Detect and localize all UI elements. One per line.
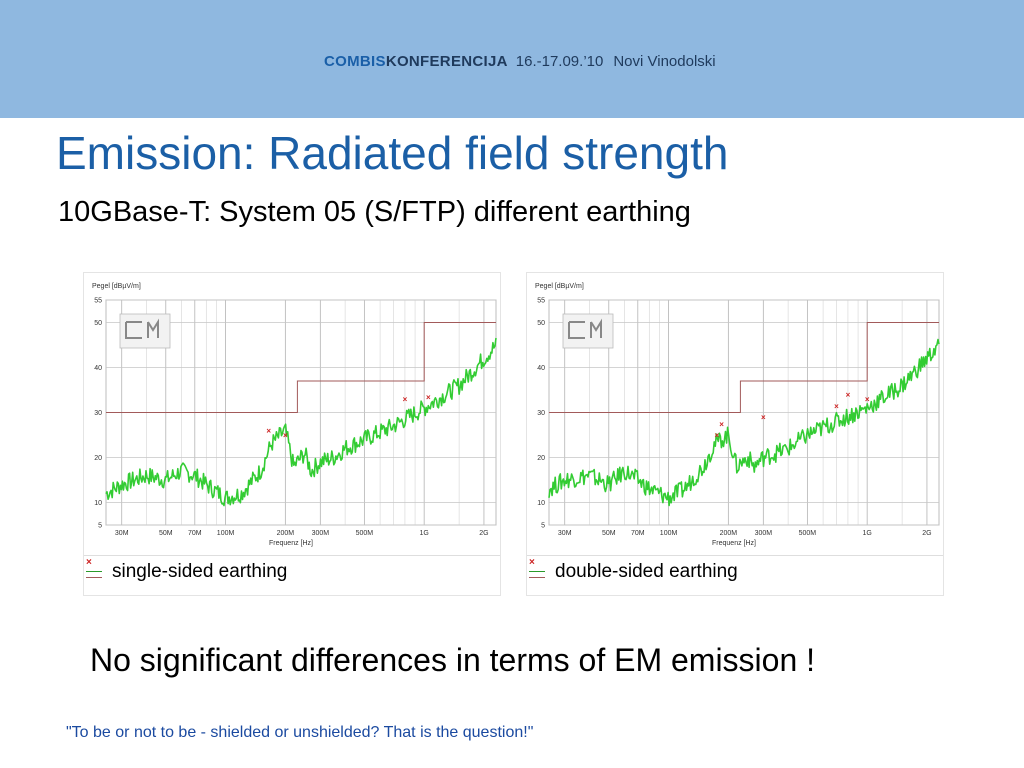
- quote-text: "To be or not to be - shielded or unshie…: [66, 724, 534, 741]
- y-tick-label: 30: [94, 410, 102, 417]
- peak-marker: ×: [266, 427, 271, 436]
- legend-swatch-icon: ×: [84, 557, 104, 585]
- x-tick-label: 200M: [720, 530, 738, 537]
- x-tick-label: 50M: [159, 530, 173, 537]
- limit-line: [106, 322, 496, 413]
- y-tick-label: 20: [537, 455, 545, 462]
- peak-marker: ×: [834, 402, 839, 411]
- conference-location: Novi Vinodolski: [613, 53, 716, 70]
- peak-marker: ×: [719, 420, 724, 429]
- legend-label-single-sided: single-sided earthing: [112, 561, 288, 582]
- y-tick-label: 55: [94, 298, 102, 305]
- emission-chart-double-sided: 30M 50M 70M 100M 200M 300M 500M 1G 2G 5 10 20 30 40 50…: [535, 283, 940, 547]
- header-banner: COMBISKONFERENCIJA 16.-17.09.’10 Novi Vino…: [0, 0, 1024, 118]
- emission-chart-single-sided: 30M 50M 70M 100M 200M 300M 500M 1G 2G 5 10 20 30 40 50…: [92, 283, 497, 547]
- peak-marker: ×: [865, 395, 870, 404]
- lab-logo-mark-icon: [568, 318, 602, 339]
- y-tick-label: 5: [98, 523, 102, 530]
- measurement-trace: [548, 338, 940, 507]
- y-tick-label: 40: [537, 365, 545, 372]
- lab-logo-mark-icon: [125, 318, 159, 339]
- x-tick-label: 70M: [188, 530, 202, 537]
- slide-title: Emission: Radiated field strength: [56, 127, 729, 179]
- y-tick-label: 20: [94, 455, 102, 462]
- legend-divider: [527, 555, 943, 556]
- x-tick-label: 500M: [356, 530, 374, 537]
- limit-line: [549, 322, 939, 413]
- legend-label-double-sided: double-sided earthing: [555, 561, 738, 582]
- peak-marker: ×: [846, 391, 851, 400]
- x-axis-label: Frequenz [Hz]: [269, 540, 313, 547]
- legend-swatch-icon: ×: [527, 557, 547, 585]
- y-tick-label: 30: [537, 410, 545, 417]
- conference-dates: 16.-17.09.’10: [515, 53, 604, 70]
- x-axis-label: Frequenz [Hz]: [712, 540, 756, 547]
- legend-limit-line: [86, 577, 102, 578]
- y-tick-label: 50: [94, 320, 102, 327]
- y-tick-label: 55: [537, 298, 545, 305]
- y-tick-label: 50: [537, 320, 545, 327]
- x-tick-label: 2G: [922, 530, 931, 537]
- measurement-trace: [105, 337, 497, 507]
- x-tick-label: 30M: [115, 530, 129, 537]
- lab-logo-icon: [562, 313, 614, 349]
- x-tick-label: 500M: [799, 530, 817, 537]
- brand-konferencija: KONFERENCIJA: [385, 53, 508, 70]
- legend-trace-line: [529, 571, 545, 572]
- conclusion-text: No significant differences in terms of E…: [90, 642, 816, 678]
- x-tick-label: 1G: [419, 530, 428, 537]
- peak-marker: ×: [761, 413, 766, 422]
- x-tick-label: 100M: [660, 530, 678, 537]
- peak-marker: ×: [283, 431, 288, 440]
- x-tick-label: 300M: [755, 530, 773, 537]
- peak-marker: ×: [403, 395, 408, 404]
- legend-marker-icon: ×: [86, 557, 92, 568]
- peak-marker: ×: [714, 431, 719, 440]
- slide-subtitle: 10GBase-T: System 05 (S/FTP) different e…: [58, 196, 691, 228]
- peak-marker: ×: [426, 393, 431, 402]
- legend-limit-line: [529, 577, 545, 578]
- chart-panel-double-sided: 30M 50M 70M 100M 200M 300M 500M 1G 2G 5 10 20 30 40 50…: [526, 272, 944, 596]
- x-tick-label: 300M: [312, 530, 330, 537]
- y-axis-label: Pegel [dBµV/m]: [535, 283, 584, 290]
- lab-logo-icon: [119, 313, 171, 349]
- x-tick-label: 200M: [277, 530, 295, 537]
- brand-combis: COMBIS: [324, 53, 386, 70]
- legend-trace-line: [86, 571, 102, 572]
- y-tick-label: 40: [94, 365, 102, 372]
- y-axis-label: Pegel [dBµV/m]: [92, 283, 141, 290]
- y-tick-label: 5: [541, 523, 545, 530]
- x-tick-label: 100M: [217, 530, 235, 537]
- legend-marker-icon: ×: [529, 557, 535, 568]
- x-tick-label: 70M: [631, 530, 645, 537]
- x-tick-label: 2G: [479, 530, 488, 537]
- conference-banner-text: COMBISKONFERENCIJA 16.-17.09.’10 Novi Vino…: [324, 53, 716, 77]
- y-tick-label: 10: [537, 500, 545, 507]
- x-tick-label: 30M: [558, 530, 572, 537]
- x-tick-label: 1G: [862, 530, 871, 537]
- legend-divider: [84, 555, 500, 556]
- chart-panel-single-sided: 30M 50M 70M 100M 200M 300M 500M 1G 2G 5 10 20 30 40 50…: [83, 272, 501, 596]
- x-tick-label: 50M: [602, 530, 616, 537]
- y-tick-label: 10: [94, 500, 102, 507]
